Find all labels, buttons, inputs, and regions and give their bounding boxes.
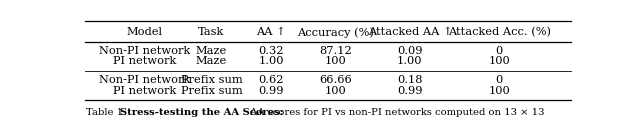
Text: 0.99: 0.99 bbox=[397, 86, 422, 96]
Text: 100: 100 bbox=[324, 56, 346, 66]
Text: 0.09: 0.09 bbox=[397, 46, 422, 56]
Text: Attacked AA ↑: Attacked AA ↑ bbox=[367, 27, 452, 37]
Text: Prefix sum: Prefix sum bbox=[180, 75, 243, 85]
Text: 0.99: 0.99 bbox=[258, 86, 284, 96]
Text: Prefix sum: Prefix sum bbox=[180, 86, 243, 96]
Text: AA scores for PI vs non-PI networks computed on 13 × 13: AA scores for PI vs non-PI networks comp… bbox=[247, 108, 545, 117]
Text: 0.62: 0.62 bbox=[258, 75, 284, 85]
Text: Task: Task bbox=[198, 27, 225, 37]
Text: Maze: Maze bbox=[196, 56, 227, 66]
Text: 100: 100 bbox=[324, 86, 346, 96]
Text: Maze: Maze bbox=[196, 46, 227, 56]
Text: Non-PI network: Non-PI network bbox=[99, 75, 190, 85]
Text: 0: 0 bbox=[495, 46, 503, 56]
Text: PI network: PI network bbox=[113, 56, 176, 66]
Text: Attacked Acc. (%): Attacked Acc. (%) bbox=[447, 27, 550, 38]
Text: 66.66: 66.66 bbox=[319, 75, 352, 85]
Text: 0: 0 bbox=[495, 75, 503, 85]
Text: 1.00: 1.00 bbox=[397, 56, 422, 66]
Text: Model: Model bbox=[127, 27, 163, 37]
Text: 0.32: 0.32 bbox=[258, 46, 284, 56]
Text: Stress-testing the AA Scores:: Stress-testing the AA Scores: bbox=[120, 108, 284, 117]
Text: 100: 100 bbox=[488, 86, 510, 96]
Text: Table 1:: Table 1: bbox=[86, 108, 130, 117]
Text: 0.18: 0.18 bbox=[397, 75, 422, 85]
Text: 1.00: 1.00 bbox=[258, 56, 284, 66]
Text: Accuracy (%): Accuracy (%) bbox=[297, 27, 374, 38]
Text: PI network: PI network bbox=[113, 86, 176, 96]
Text: 87.12: 87.12 bbox=[319, 46, 352, 56]
Text: 100: 100 bbox=[488, 56, 510, 66]
Text: AA ↑: AA ↑ bbox=[256, 27, 286, 37]
Text: Non-PI network: Non-PI network bbox=[99, 46, 190, 56]
